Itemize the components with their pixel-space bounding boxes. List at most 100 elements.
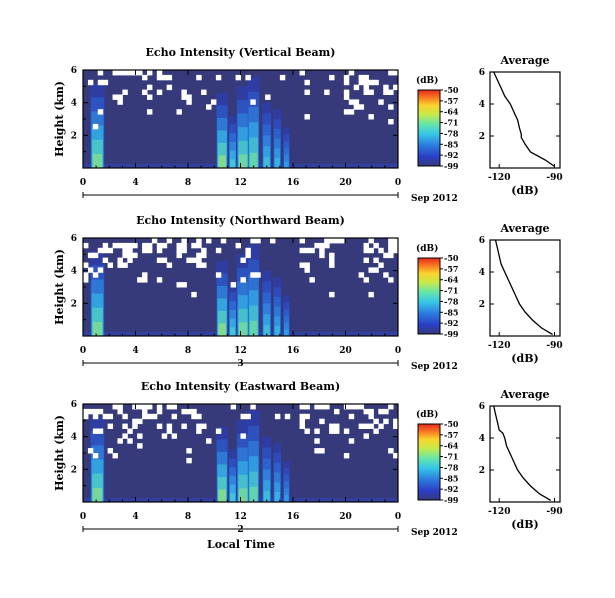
data-gap-cell	[191, 408, 197, 415]
data-gap-cell	[363, 277, 369, 283]
echo-column-4	[249, 152, 258, 168]
data-gap-cell	[314, 448, 320, 454]
colorbar-tick-label: -64	[444, 275, 459, 285]
data-gap-cell	[319, 448, 325, 454]
vertical-beam-panel-row: Echo Intensity (Vertical Beam)0 4 8 12 16 20 0…	[53, 46, 563, 204]
colorbar-unit: (dB)	[416, 243, 438, 254]
data-gap-cell	[156, 408, 163, 415]
colorbar-tick-label: -57	[444, 264, 458, 274]
data-gap-cell	[329, 74, 335, 81]
colorbar-tick-label: -50	[444, 85, 459, 95]
data-gap-cell	[383, 84, 389, 91]
y-tick-label: 6	[71, 400, 77, 410]
data-gap-cell	[368, 114, 374, 120]
data-gap-cell	[329, 262, 335, 268]
data-gap-cell	[240, 413, 246, 420]
colorbar-tick-label: -78	[444, 128, 459, 138]
data-gap-cell	[334, 238, 340, 244]
data-gap-cell	[196, 423, 202, 429]
data-gap-cell	[348, 109, 355, 115]
data-gap-cell	[201, 262, 207, 268]
colorbar: (dB) -50-57-64-71-78-85-92-99	[416, 409, 459, 505]
data-gap-cell	[102, 413, 109, 420]
profile-line	[494, 239, 553, 335]
data-gap-cell	[112, 94, 118, 100]
data-gap-cell	[142, 413, 148, 420]
data-gap-cell	[329, 291, 335, 298]
heatmap	[83, 404, 399, 502]
data-gap-cell	[117, 438, 123, 444]
northward-beam-panel-row: Echo Intensity (Northward Beam)0 4 8 12 16 20…	[53, 214, 563, 372]
data-gap-cell	[299, 413, 305, 420]
data-gap-cell	[151, 238, 158, 244]
data-gap-cell	[304, 428, 310, 434]
data-gap-cell	[353, 404, 360, 410]
y-tick-label: 6	[71, 234, 77, 244]
x-tick-label: 16	[287, 178, 300, 188]
x-tick-label: 20	[339, 178, 352, 188]
data-gap-cell	[156, 277, 163, 283]
data-gap-cell	[117, 242, 123, 249]
data-gap-cell	[334, 423, 340, 429]
echo-column-6	[274, 158, 280, 168]
colorbar-tick-label: -78	[444, 462, 459, 472]
data-gap-cell	[240, 433, 246, 439]
data-gap-cell	[368, 89, 374, 95]
data-gap-cell	[343, 404, 350, 410]
data-gap-cell	[176, 247, 182, 254]
data-gap-cell	[127, 428, 133, 434]
colorbar-tick-label: -78	[444, 296, 459, 306]
data-gap-cell	[97, 109, 104, 115]
colorbar: (dB) -50-57-64-71-78-85-92-99	[416, 243, 459, 339]
x-tick-label: 0	[80, 346, 86, 356]
data-gap-cell	[156, 89, 163, 95]
colorbar-gradient	[417, 423, 441, 501]
colorbar-tick-label: -57	[444, 430, 458, 440]
data-gap-cell	[146, 247, 153, 254]
colorbar-tick-label: -85	[444, 139, 458, 149]
y-axis-label: Height (km)	[53, 81, 66, 157]
x-tick-label: 20	[339, 512, 352, 522]
echo-column-5	[263, 157, 270, 168]
data-gap-cell	[127, 438, 133, 444]
data-gap-cell	[373, 242, 379, 249]
data-gap-cell	[393, 453, 399, 459]
data-gap-cell	[97, 267, 104, 273]
data-gap-cell	[363, 242, 369, 249]
data-gap-cell	[245, 252, 251, 259]
x-tick-label: 4	[132, 512, 138, 522]
date-label: Sep 2012	[411, 528, 458, 538]
data-gap-cell	[186, 99, 192, 105]
data-gap-cell	[250, 272, 256, 278]
data-gap-cell	[181, 238, 187, 244]
data-gap-cell	[363, 84, 369, 91]
data-gap-cell	[181, 282, 187, 288]
data-gap-cell	[166, 262, 173, 268]
data-gap-cell	[240, 277, 246, 283]
data-gap-cell	[181, 94, 187, 100]
data-gap-cell	[388, 247, 394, 254]
data-gap-cell	[92, 408, 99, 415]
data-gap-cell	[171, 433, 178, 439]
data-gap-cell	[373, 79, 379, 86]
data-gap-cell	[137, 418, 143, 425]
data-gap-cell	[107, 423, 114, 429]
data-gap-cell	[122, 247, 128, 254]
colorbar-tick-label: -64	[444, 107, 459, 117]
colorbar-tick-label: -85	[444, 307, 458, 317]
data-gap-cell	[393, 70, 399, 76]
data-gap-cell	[112, 70, 118, 76]
data-gap-cell	[304, 89, 310, 95]
colorbar-tick-label: -92	[444, 150, 458, 160]
data-gap-cell	[92, 453, 99, 459]
data-gap-cell	[368, 267, 374, 273]
data-gap-cell	[83, 262, 89, 268]
data-gap-cell	[156, 70, 163, 76]
data-gap-cell	[122, 413, 128, 420]
data-gap-cell	[363, 423, 369, 429]
date-bar: 3 Sep 2012	[82, 359, 458, 372]
x-axis-label: Local Time	[207, 538, 275, 551]
profile-title: Average	[499, 222, 549, 235]
data-gap-cell	[117, 257, 123, 263]
data-gap-cell	[388, 448, 394, 454]
